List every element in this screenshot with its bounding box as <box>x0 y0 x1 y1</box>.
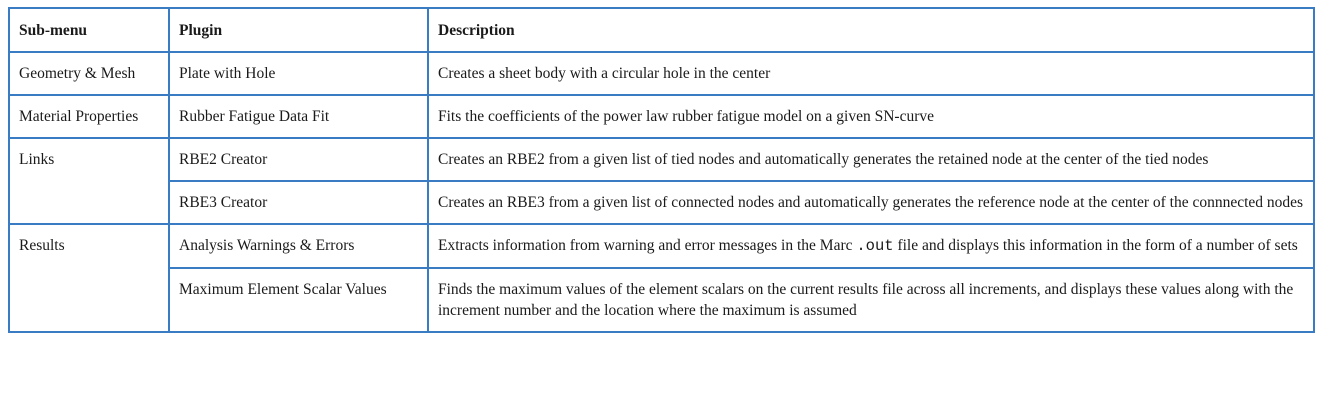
submenu-cell: Geometry & Mesh <box>8 51 170 96</box>
file-extension-code: .out <box>856 237 894 255</box>
description-cell: Extracts information from warning and er… <box>427 223 1315 269</box>
header-description: Description <box>427 7 1315 53</box>
description-cell: Fits the coefficients of the power law r… <box>427 94 1315 139</box>
table-row: Results Analysis Warnings & Errors Extra… <box>8 223 1315 333</box>
table-header: Sub-menu Plugin Description <box>8 7 1315 53</box>
description-cell: Creates a sheet body with a circular hol… <box>427 51 1315 96</box>
description-cell: Creates an RBE2 from a given list of tie… <box>427 137 1315 182</box>
plugins-table: Sub-menu Plugin Description Geometry & M… <box>8 7 1315 333</box>
table-row: RBE3 Creator Creates an RBE3 from a give… <box>9 180 1315 225</box>
description-text: Extracts information from warning and er… <box>438 237 857 254</box>
header-plugin: Plugin <box>168 7 429 53</box>
table-row: Maximum Element Scalar Values Finds the … <box>9 267 1315 333</box>
table-body: Geometry & Mesh Plate with Hole Creates … <box>8 51 1315 333</box>
plugin-cell: Maximum Element Scalar Values <box>168 267 429 333</box>
submenu-cell: Results <box>8 223 170 333</box>
plugin-cell: Plate with Hole <box>168 51 429 96</box>
plugin-cell: Analysis Warnings & Errors <box>168 223 429 269</box>
description-cell: Finds the maximum values of the element … <box>427 267 1315 333</box>
table-row: Material Properties Rubber Fatigue Data … <box>8 94 1315 139</box>
description-cell: Creates an RBE3 from a given list of con… <box>427 180 1315 225</box>
table-container: Sub-menu Plugin Description Geometry & M… <box>8 7 1315 333</box>
header-submenu: Sub-menu <box>8 7 170 53</box>
plugin-cell: RBE3 Creator <box>168 180 429 225</box>
plugin-cell: Rubber Fatigue Data Fit <box>168 94 429 139</box>
submenu-cell: Material Properties <box>8 94 170 139</box>
plugin-cell: RBE2 Creator <box>168 137 429 182</box>
description-text: file and displays this information in th… <box>893 237 1298 254</box>
submenu-cell: Links <box>8 137 170 225</box>
header-row: Sub-menu Plugin Description <box>8 7 1315 53</box>
table-row: Geometry & Mesh Plate with Hole Creates … <box>8 51 1315 96</box>
table-row: Links RBE2 Creator Creates an RBE2 from … <box>8 137 1315 225</box>
